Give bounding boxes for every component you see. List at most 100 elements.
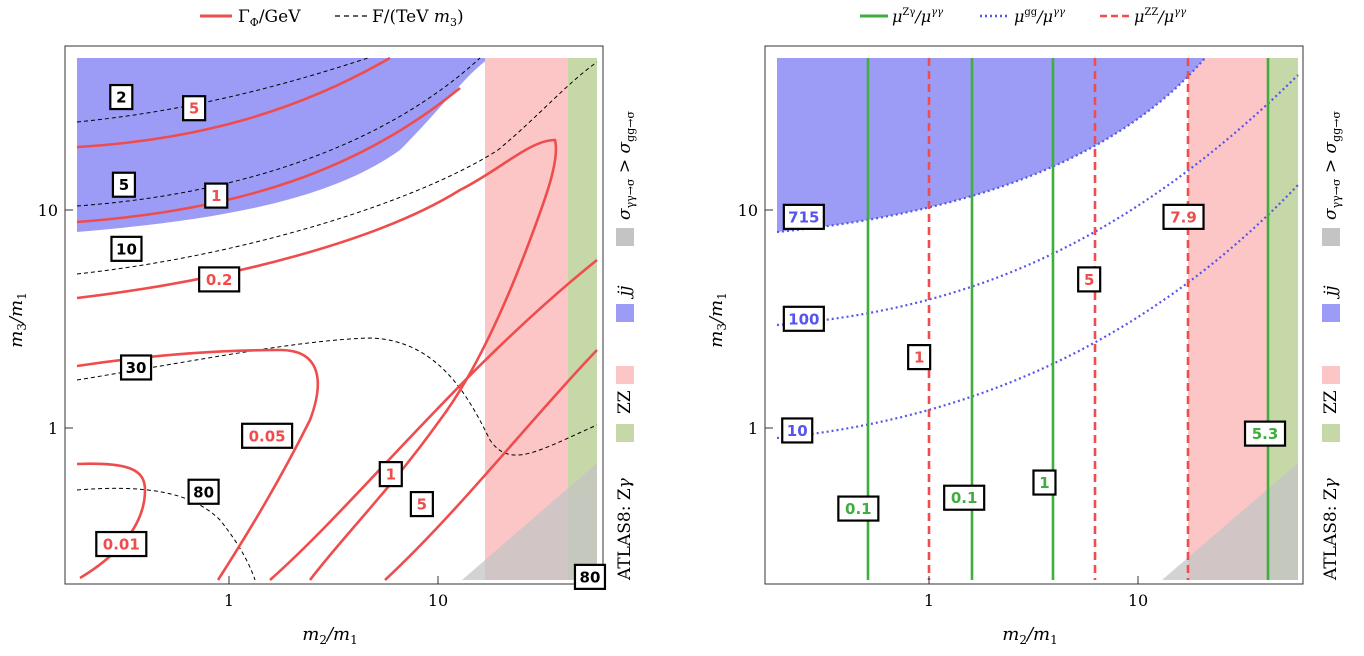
ylabel-left: m3/m1 (6, 292, 29, 348)
jj-region (77, 58, 490, 232)
contour-label-text: 0.1 (951, 489, 978, 507)
contour-label-box (782, 305, 825, 332)
contour-label-box (782, 203, 825, 230)
contour-label-box (1162, 203, 1205, 230)
side-legend-right: ATLAS8: Zγ ZZ jj σγγ→σ > σgg→σ (1321, 111, 1343, 581)
contour-label: 1 (378, 461, 403, 488)
side-swatch-gg (1322, 228, 1340, 246)
width-contour-1-bottom (269, 258, 598, 581)
contour-label-text: 80 (580, 568, 601, 586)
contour-label: 1 (204, 182, 229, 209)
width-contour-0.05 (76, 348, 320, 581)
contour-label-box (198, 266, 241, 293)
ytick-10-right: 10 (738, 201, 758, 220)
contour-label-text: 7.9 (1170, 208, 1197, 226)
side-text-zgamma: ATLAS8: Zγ (615, 477, 635, 581)
contour-label-box (182, 95, 207, 122)
contour-label-text: 10 (787, 422, 808, 440)
legend-coupling-label: F/(TeV m3) (372, 7, 464, 29)
contour-label-box (95, 530, 148, 558)
legend-zgamma-label: μZγ/μγγ (892, 7, 943, 26)
contour-label-text: 0.05 (249, 427, 286, 445)
ylabel-right: m3/m1 (706, 292, 729, 348)
gg-region (1162, 463, 1298, 580)
side-swatch-gg (616, 228, 634, 246)
contour-label: 100 (782, 305, 825, 332)
legend-gg-label: μgg/μγγ (1014, 7, 1065, 26)
gg-contour-10 (776, 184, 1299, 440)
side-legend-left: ATLAS8: Zγ ZZ jj σγγ→σ > σgg→σ (615, 111, 637, 581)
xlabel-left: m2/m1 (302, 624, 358, 647)
contour-label-box (109, 83, 134, 111)
contour-label-box (781, 417, 814, 444)
contour-label: 5 (1077, 266, 1102, 293)
contour-label: 0.01 (95, 530, 148, 558)
contour-label-box (119, 354, 153, 381)
xtick-10-left: 10 (428, 591, 448, 610)
contour-label-text: 715 (788, 208, 819, 226)
contour-label-text: 0.2 (206, 271, 233, 289)
contour-label: 0.1 (943, 484, 986, 511)
right-plot: 1 10 10 1 m2/m1 m3/m1 (706, 45, 1304, 647)
side-swatch-zz (616, 366, 634, 384)
plot-frame-right (764, 45, 1304, 585)
contour-label-text: 1 (386, 466, 396, 484)
gg-region (462, 463, 597, 580)
side-swatch-zgamma (1322, 424, 1340, 442)
side-text-zz: ZZ (1321, 390, 1341, 414)
contour-label: 715 (782, 203, 825, 230)
contour-label: 5 (409, 490, 434, 518)
contour-label-box (837, 495, 880, 522)
contour-label-text: 80 (193, 483, 214, 501)
f-contour-80 (76, 487, 256, 581)
side-swatch-zgamma (616, 424, 634, 442)
legend-right: μZγ/μγγ μgg/μγγ μZZ/μγγ (860, 7, 1186, 26)
contour-label: 5.3 (1243, 420, 1287, 447)
contour-label: 10 (110, 235, 143, 262)
legend-zz-label: μZZ/μγγ (1134, 7, 1186, 26)
contour-label: 0.1 (837, 495, 880, 522)
legend-width-label: ΓΦ/GeV (238, 7, 301, 29)
contour-label-text: 5 (417, 496, 427, 514)
zz-region (1188, 58, 1268, 580)
contour-label-box (241, 422, 294, 449)
xtick-10-right: 10 (1128, 591, 1148, 610)
contour-label-text: 10 (116, 240, 137, 258)
contour-label: 5 (111, 171, 137, 198)
side-text-gg: σγγ→σ > σgg→σ (1321, 111, 1343, 220)
contour-label-box (943, 484, 986, 511)
contour-label-text: 100 (788, 310, 819, 328)
left-plot: 1 10 10 1 m2/m1 m3/m1 (6, 45, 604, 647)
side-swatch-zz (1322, 366, 1340, 384)
contour-label-box (378, 461, 403, 488)
contour-label-text: 5 (1084, 271, 1094, 289)
contour-label-box (1032, 469, 1057, 496)
ytick-10-left: 10 (38, 201, 58, 220)
contour-label-text: 0.01 (103, 536, 140, 554)
gg-contour-100 (776, 74, 1299, 327)
legend-left: ΓΦ/GeV F/(TeV m3) (200, 7, 464, 29)
contour-label: 10 (781, 417, 814, 444)
contour-label-text: 1 (211, 187, 221, 205)
ytick-1-left: 1 (48, 419, 58, 438)
width-contour-0.01 (76, 462, 147, 580)
xlabel-right: m2/m1 (1002, 624, 1058, 647)
f-contour-30 (76, 337, 598, 456)
zz-lines (927, 58, 1190, 580)
ytick-1-right: 1 (748, 419, 758, 438)
contour-label: 5 (182, 95, 207, 122)
contour-label: 80 (187, 478, 220, 505)
contour-label-text: 1 (914, 349, 924, 367)
side-text-gg: σγγ→σ > σgg→σ (615, 111, 637, 220)
contour-label-box (409, 490, 434, 518)
f-contour-10 (76, 61, 598, 275)
contour-label: 7.9 (1162, 203, 1205, 230)
contour-labels: 2 5 5 1 10 0.2 30 0.05 1 80 5 0.01 80 715 100 10 1 5 7.9 0.… (95, 83, 1287, 590)
plot-frame-left (64, 45, 604, 585)
width-contour-5-bottom (384, 349, 598, 581)
side-text-jj: jj (615, 285, 635, 300)
contour-label-text: 5 (189, 100, 199, 118)
jj-region (777, 58, 1205, 232)
f-contour-2 (76, 57, 369, 123)
